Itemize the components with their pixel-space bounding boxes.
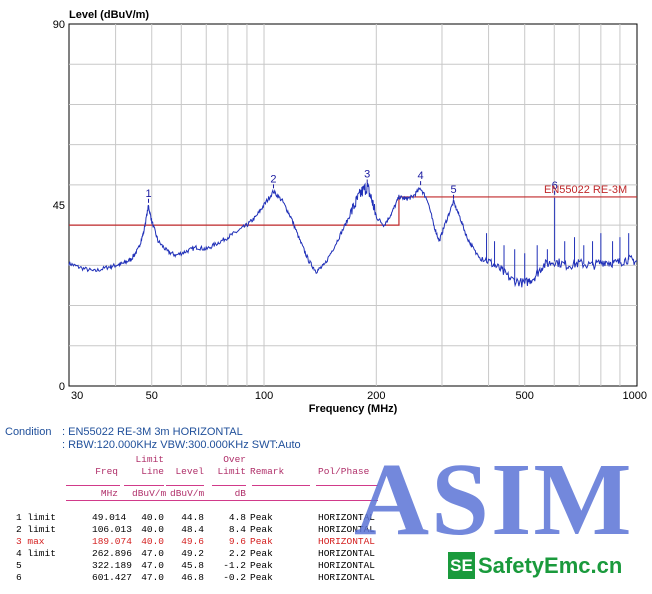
table-cell-pol: HORIZONTAL xyxy=(318,524,376,535)
marker-label: 2 xyxy=(270,173,276,185)
table-cell-over: 4.8 xyxy=(228,512,246,523)
table-cell-line: 47.0 xyxy=(141,560,164,571)
table-cell-no: 5 xyxy=(16,560,22,571)
y-axis-label: Level (dBuV/m) xyxy=(69,9,149,21)
table-row: 5 322.189 47.0 45.8 -1.2 Peak HORIZONTAL xyxy=(0,560,400,571)
table-cell-pol: HORIZONTAL xyxy=(318,572,376,583)
condition-label: Condition xyxy=(5,426,52,438)
table-cell-freq: 601.427 xyxy=(92,572,132,583)
series-spikes xyxy=(486,197,630,284)
header-rule xyxy=(166,485,204,486)
table-row: 2 limit 106.013 40.0 48.4 8.4 Peak HORIZONTAL xyxy=(0,524,400,535)
limit-label: EN55022 RE-3M xyxy=(544,184,627,196)
table-cell-freq: 322.189 xyxy=(92,560,132,571)
table-cell-line: 40.0 xyxy=(141,512,164,523)
table-header-cell: Line xyxy=(141,466,164,477)
table-cell-no: 2 limit xyxy=(16,524,56,535)
table-cell-over: 9.6 xyxy=(228,536,246,547)
table-header-cell: Freq xyxy=(95,466,118,477)
table-cell-line: 40.0 xyxy=(141,536,164,547)
table-cell-level: 45.8 xyxy=(181,560,204,571)
table-row: 6 601.427 47.0 46.8 -0.2 Peak HORIZONTAL xyxy=(0,572,400,583)
y-tick-label: 45 xyxy=(53,200,65,212)
x-tick-label: 200 xyxy=(367,390,385,402)
table-cell-level: 49.2 xyxy=(181,548,204,559)
limit-line xyxy=(69,196,637,226)
table-header-cell: Remark xyxy=(250,466,285,477)
table-header-cell: Pol/Phase xyxy=(318,466,370,477)
table-cell-level: 49.6 xyxy=(181,536,204,547)
table-unit-cell: dBuV/m xyxy=(132,488,167,499)
table-cell-pol: HORIZONTAL xyxy=(318,560,376,571)
marker-label: 3 xyxy=(364,168,370,180)
table-cell-pol: HORIZONTAL xyxy=(318,512,376,523)
marker-label: 6 xyxy=(552,180,558,192)
x-tick-label: 100 xyxy=(255,390,273,402)
table-unit-cell: MHz xyxy=(100,488,118,499)
units-rule xyxy=(66,500,378,501)
table-cell-level: 44.8 xyxy=(181,512,204,523)
table-cell-line: 47.0 xyxy=(141,572,164,583)
x-tick-label: 500 xyxy=(516,390,534,402)
header-rule xyxy=(316,485,378,486)
table-cell-remark: Peak xyxy=(250,536,273,547)
table-cell-no: 6 xyxy=(16,572,22,583)
table-cell-over: 8.4 xyxy=(228,524,246,535)
table-header-cell: Limit xyxy=(217,466,246,477)
x-axis-label: Frequency (MHz) xyxy=(309,403,398,415)
table-unit-cell: dB xyxy=(234,488,246,499)
table-cell-no: 4 limit xyxy=(16,548,56,559)
table-cell-freq: 189.074 xyxy=(92,536,132,547)
logo-mark: SE xyxy=(448,552,475,579)
table-header-cell: Over xyxy=(223,454,246,465)
y-tick-label: 0 xyxy=(59,381,65,393)
table-cell-no: 1 limit xyxy=(16,512,56,523)
marker-label: 4 xyxy=(418,170,424,182)
table-cell-over: 2.2 xyxy=(228,548,246,559)
table-cell-freq: 49.014 xyxy=(92,512,127,523)
series-line xyxy=(68,182,638,288)
table-cell-pol: HORIZONTAL xyxy=(318,536,376,547)
watermark-text: ASIM xyxy=(354,442,634,557)
table-cell-line: 47.0 xyxy=(141,548,164,559)
header-rule xyxy=(212,485,246,486)
x-tick-label: 50 xyxy=(146,390,158,402)
table-header-cell: Limit xyxy=(135,454,164,465)
table-cell-over: -1.2 xyxy=(223,560,246,571)
table-cell-no: 3 max xyxy=(16,536,45,547)
table-unit-cell: dBuV/m xyxy=(170,488,205,499)
table-cell-remark: Peak xyxy=(250,548,273,559)
table-cell-pol: HORIZONTAL xyxy=(318,548,376,559)
logo-text: SafetyEmc.cn xyxy=(478,553,623,578)
table-cell-remark: Peak xyxy=(250,524,273,535)
x-tick-label: 1000 xyxy=(623,390,647,402)
table-cell-remark: Peak xyxy=(250,512,273,523)
header-rule xyxy=(252,485,310,486)
marker-label: 5 xyxy=(450,184,456,196)
table-header-cell: Level xyxy=(175,466,204,477)
table-cell-level: 48.4 xyxy=(181,524,204,535)
header-rule xyxy=(66,485,120,486)
table-cell-remark: Peak xyxy=(250,572,273,583)
table-cell-line: 40.0 xyxy=(141,524,164,535)
x-tick-label: 30 xyxy=(71,390,83,402)
table-cell-freq: 106.013 xyxy=(92,524,132,535)
condition-line-2: : RBW:120.000KHz VBW:300.000KHz SWT:Auto xyxy=(62,439,301,451)
table-cell-over: -0.2 xyxy=(223,572,246,583)
table-cell-level: 46.8 xyxy=(181,572,204,583)
marker-label: 1 xyxy=(145,188,151,200)
condition-line-1: : EN55022 RE-3M 3m HORIZONTAL xyxy=(62,426,243,438)
peak-markers: 1 2 3 4 5 6 xyxy=(145,168,558,203)
table-row: 1 limit 49.014 40.0 44.8 4.8 Peak HORIZONTAL xyxy=(0,512,400,523)
table-row: 3 max 189.074 40.0 49.6 9.6 Peak HORIZONTAL xyxy=(0,536,400,547)
limit-step-line xyxy=(69,196,637,226)
table-cell-freq: 262.896 xyxy=(92,548,132,559)
header-rule xyxy=(124,485,164,486)
table-row: 4 limit 262.896 47.0 49.2 2.2 Peak HORIZONTAL xyxy=(0,548,400,559)
y-tick-label: 90 xyxy=(53,19,65,31)
table-cell-remark: Peak xyxy=(250,560,273,571)
